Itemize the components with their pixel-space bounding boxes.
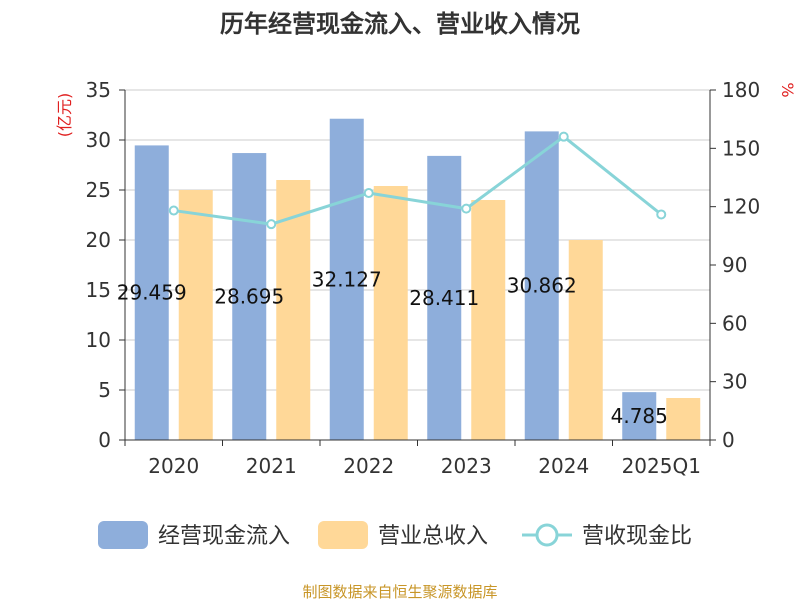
bar-cash-inflow <box>622 392 657 440</box>
y-right-tick-label: 90 <box>722 253 747 277</box>
x-tick-label: 2023 <box>441 454 492 478</box>
x-tick-label: 2022 <box>343 454 394 478</box>
legend-swatch <box>98 521 148 549</box>
bar-revenue <box>471 200 506 440</box>
y-right-tick-label: 180 <box>722 78 760 102</box>
y-right-tick-label: 30 <box>722 370 747 394</box>
data-label-cash-inflow: 28.695 <box>214 285 284 309</box>
ratio-point <box>461 203 472 214</box>
bar-cash-inflow <box>524 131 559 440</box>
y-left-tick-label: 25 <box>86 178 111 202</box>
data-labels: 29.459 28.695 32.127 28.411 30.862 4.785 <box>117 267 668 428</box>
bar-revenue <box>568 240 603 440</box>
legend-swatch-marker <box>535 523 559 547</box>
legend: 经营现金流入 营业总收入 营收现金比 <box>98 521 692 549</box>
y-right-tick-label: 150 <box>722 136 760 160</box>
legend-label: 营收现金比 <box>582 524 692 549</box>
bar-revenue <box>373 186 408 440</box>
ratio-point <box>656 209 667 220</box>
ratio-line <box>168 131 667 230</box>
y-right-tick-label: 0 <box>722 428 735 452</box>
ratio-point <box>363 188 374 199</box>
x-tick-label: 2025Q1 <box>622 454 701 478</box>
data-label-cash-inflow: 30.862 <box>507 274 577 298</box>
x-tick-label: 2021 <box>246 454 297 478</box>
y-right-tick-label: 60 <box>722 311 747 335</box>
bar-revenue <box>276 180 311 440</box>
x-tick-label: 2024 <box>538 454 589 478</box>
chart-title: 历年经营现金流入、营业收入情况 <box>220 10 580 38</box>
y-right-unit: % <box>778 82 797 97</box>
ratio-point <box>558 131 569 142</box>
ratio-line-path <box>173 134 663 226</box>
bar-revenue <box>178 190 213 440</box>
x-tick-label: 2020 <box>148 454 199 478</box>
y-right-tick-label: 120 <box>722 195 760 219</box>
data-label-cash-inflow: 4.785 <box>611 404 668 428</box>
y-left-tick-label: 35 <box>86 78 111 102</box>
bar-revenue <box>666 398 701 440</box>
bars <box>134 118 701 441</box>
legend-label: 营业总收入 <box>378 524 488 549</box>
y-left-tick-label: 20 <box>86 228 111 252</box>
bar-cash-inflow <box>134 145 169 440</box>
axes: 0 5 10 15 20 25 30 35 0 30 60 90 120 150 180 2020 2021 20… <box>55 78 797 478</box>
data-label-cash-inflow: 28.411 <box>409 286 479 310</box>
data-label-cash-inflow: 29.459 <box>117 281 187 305</box>
source-note: 制图数据来自恒生聚源数据库 <box>302 583 497 600</box>
ratio-point <box>266 219 277 230</box>
bar-cash-inflow <box>232 153 267 441</box>
y-left-tick-label: 5 <box>98 378 111 402</box>
y-left-tick-label: 0 <box>98 428 111 452</box>
y-left-tick-label: 15 <box>86 278 111 302</box>
y-left-tick-label: 30 <box>86 128 111 152</box>
legend-label: 经营现金流入 <box>158 524 290 549</box>
ratio-point <box>168 205 179 216</box>
grid <box>125 89 710 391</box>
y-left-unit: (亿元) <box>55 93 74 138</box>
bar-cash-inflow <box>329 118 364 440</box>
data-label-cash-inflow: 32.127 <box>312 267 382 291</box>
legend-swatch <box>318 521 368 549</box>
y-left-tick-label: 10 <box>86 328 111 352</box>
